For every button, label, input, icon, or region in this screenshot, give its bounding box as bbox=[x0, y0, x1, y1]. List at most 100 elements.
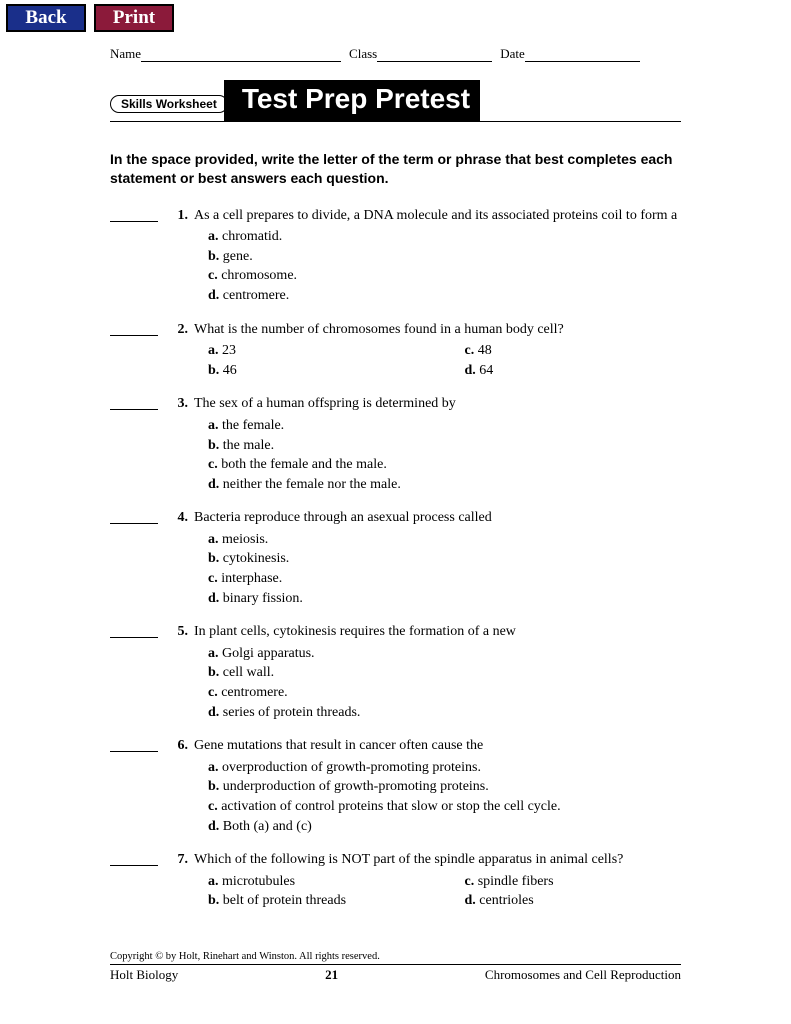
option-letter: d. bbox=[208, 819, 223, 834]
option-text: 48 bbox=[478, 343, 492, 358]
option-letter: a. bbox=[208, 418, 222, 433]
date-input-line[interactable] bbox=[525, 48, 640, 62]
option-text: series of protein threads. bbox=[223, 705, 361, 720]
option-item: a. chromatid. bbox=[208, 227, 681, 247]
option-letter: b. bbox=[208, 665, 223, 680]
option-text: 64 bbox=[479, 363, 493, 378]
footer-row: Holt Biology 21 Chromosomes and Cell Rep… bbox=[110, 967, 681, 983]
option-letter: b. bbox=[208, 438, 223, 453]
option-text: chromatid. bbox=[222, 229, 282, 244]
option-item: a. Golgi apparatus. bbox=[208, 644, 681, 664]
option-item: b. belt of protein threads bbox=[208, 891, 425, 911]
option-letter: a. bbox=[208, 760, 222, 775]
class-field-group: Class bbox=[349, 46, 492, 62]
name-input-line[interactable] bbox=[141, 48, 341, 62]
question-number: 1. bbox=[166, 206, 188, 306]
question-body: The sex of a human offspring is determin… bbox=[194, 394, 681, 494]
title-section: Skills Worksheet Test Prep Pretest bbox=[110, 80, 681, 122]
option-item: a. the female. bbox=[208, 416, 681, 436]
footer-chapter-title: Chromosomes and Cell Reproduction bbox=[485, 967, 681, 983]
option-item: b. 46 bbox=[208, 361, 425, 381]
option-item: c. activation of control proteins that s… bbox=[208, 797, 681, 817]
questions-list: 1. As a cell prepares to divide, a DNA mo… bbox=[110, 206, 681, 911]
answer-blank[interactable] bbox=[110, 624, 158, 638]
answer-blank[interactable] bbox=[110, 396, 158, 410]
question-body: Gene mutations that result in cancer oft… bbox=[194, 736, 681, 836]
option-letter: d. bbox=[208, 591, 223, 606]
option-text: 46 bbox=[223, 363, 237, 378]
question-number: 3. bbox=[166, 394, 188, 494]
answer-blank[interactable] bbox=[110, 322, 158, 336]
option-text: spindle fibers bbox=[478, 874, 554, 889]
option-text: binary fission. bbox=[223, 591, 303, 606]
option-letter: b. bbox=[208, 893, 223, 908]
option-letter: b. bbox=[208, 363, 223, 378]
question-options: a. Golgi apparatus.b. cell wall.c. centr… bbox=[194, 644, 681, 722]
option-text: the male. bbox=[223, 438, 274, 453]
option-item: b. gene. bbox=[208, 247, 681, 267]
back-button[interactable]: Back bbox=[6, 4, 86, 32]
option-letter: c. bbox=[465, 343, 478, 358]
option-item: d. centromere. bbox=[208, 286, 681, 306]
option-item: c. spindle fibers bbox=[465, 872, 682, 892]
answer-blank[interactable] bbox=[110, 852, 158, 866]
question-number: 7. bbox=[166, 850, 188, 911]
question-body: As a cell prepares to divide, a DNA mole… bbox=[194, 206, 681, 306]
option-text: belt of protein threads bbox=[223, 893, 346, 908]
name-label: Name bbox=[110, 46, 141, 62]
option-letter: b. bbox=[208, 249, 223, 264]
option-text: meiosis. bbox=[222, 532, 268, 547]
option-letter: c. bbox=[208, 799, 221, 814]
option-text: cell wall. bbox=[223, 665, 274, 680]
option-text: 23 bbox=[222, 343, 236, 358]
class-input-line[interactable] bbox=[377, 48, 492, 62]
question-options: a. overproduction of growth-promoting pr… bbox=[194, 758, 681, 836]
instructions-text: In the space provided, write the letter … bbox=[110, 150, 681, 188]
option-text: the female. bbox=[222, 418, 284, 433]
answer-blank[interactable] bbox=[110, 738, 158, 752]
header-fields: Name Class Date bbox=[110, 46, 681, 62]
question-options: a. 23c. 48b. 46d. 64 bbox=[194, 341, 681, 380]
option-text: chromosome. bbox=[221, 268, 297, 283]
question-stem: Bacteria reproduce through an asexual pr… bbox=[194, 508, 681, 528]
question-number: 4. bbox=[166, 508, 188, 608]
question-item: 5. In plant cells, cytokinesis requires t… bbox=[110, 622, 681, 722]
option-text: Both (a) and (c) bbox=[223, 819, 312, 834]
print-button[interactable]: Print bbox=[94, 4, 174, 32]
question-body: In plant cells, cytokinesis requires the… bbox=[194, 622, 681, 722]
question-body: What is the number of chromosomes found … bbox=[194, 320, 681, 381]
question-options: a. microtubulesc. spindle fibersb. belt … bbox=[194, 872, 681, 911]
option-letter: b. bbox=[208, 551, 223, 566]
option-text: centromere. bbox=[221, 685, 287, 700]
option-item: c. centromere. bbox=[208, 683, 681, 703]
page-title: Test Prep Pretest bbox=[224, 80, 480, 121]
option-item: a. 23 bbox=[208, 341, 425, 361]
option-letter: c. bbox=[208, 685, 221, 700]
option-text: overproduction of growth-promoting prote… bbox=[222, 760, 481, 775]
answer-blank[interactable] bbox=[110, 510, 158, 524]
option-letter: a. bbox=[208, 343, 222, 358]
question-number: 2. bbox=[166, 320, 188, 381]
page-content: Name Class Date Skills Worksheet Test Pr… bbox=[0, 36, 791, 1003]
answer-blank[interactable] bbox=[110, 208, 158, 222]
name-field-group: Name bbox=[110, 46, 341, 62]
question-item: 2.What is the number of chromosomes foun… bbox=[110, 320, 681, 381]
question-stem: As a cell prepares to divide, a DNA mole… bbox=[194, 206, 681, 226]
question-number: 5. bbox=[166, 622, 188, 722]
option-text: gene. bbox=[223, 249, 253, 264]
worksheet-type-pill: Skills Worksheet bbox=[110, 95, 228, 113]
option-letter: c. bbox=[465, 874, 478, 889]
question-stem: Which of the following is NOT part of th… bbox=[194, 850, 681, 870]
option-letter: d. bbox=[208, 705, 223, 720]
question-stem: The sex of a human offspring is determin… bbox=[194, 394, 681, 414]
question-number: 6. bbox=[166, 736, 188, 836]
option-letter: d. bbox=[208, 477, 223, 492]
option-item: d. series of protein threads. bbox=[208, 703, 681, 723]
option-letter: a. bbox=[208, 874, 222, 889]
question-options: a. chromatid.b. gene.c. chromosome.d. ce… bbox=[194, 227, 681, 305]
toolbar: Back Print bbox=[0, 0, 791, 36]
question-stem: In plant cells, cytokinesis requires the… bbox=[194, 622, 681, 642]
question-body: Which of the following is NOT part of th… bbox=[194, 850, 681, 911]
option-item: c. interphase. bbox=[208, 569, 681, 589]
option-letter: b. bbox=[208, 779, 223, 794]
